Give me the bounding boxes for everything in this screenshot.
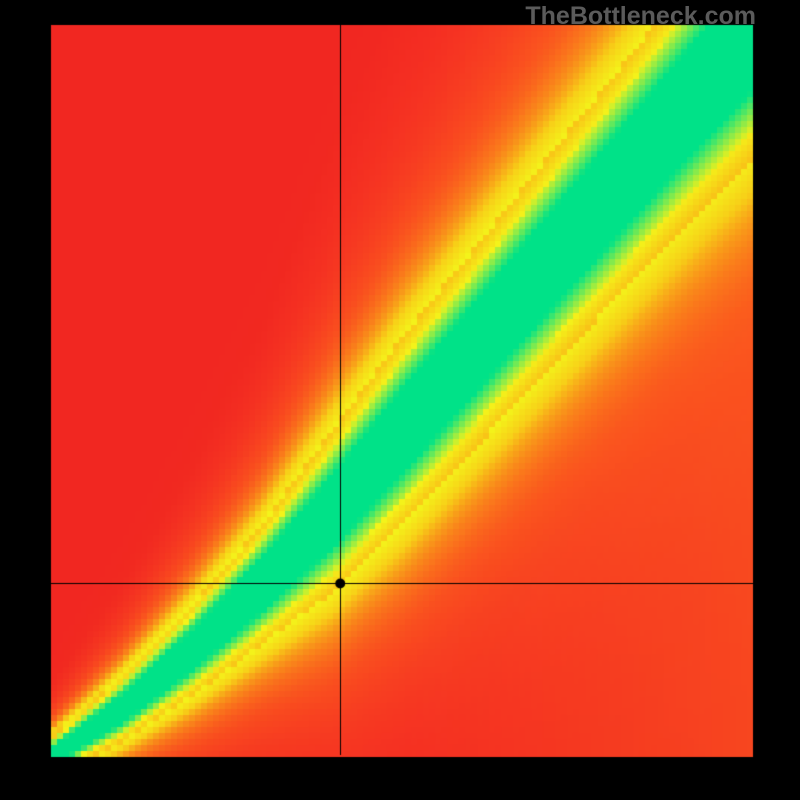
bottleneck-heatmap — [0, 0, 800, 800]
chart-container: TheBottleneck.com — [0, 0, 800, 800]
watermark-text: TheBottleneck.com — [525, 2, 756, 31]
